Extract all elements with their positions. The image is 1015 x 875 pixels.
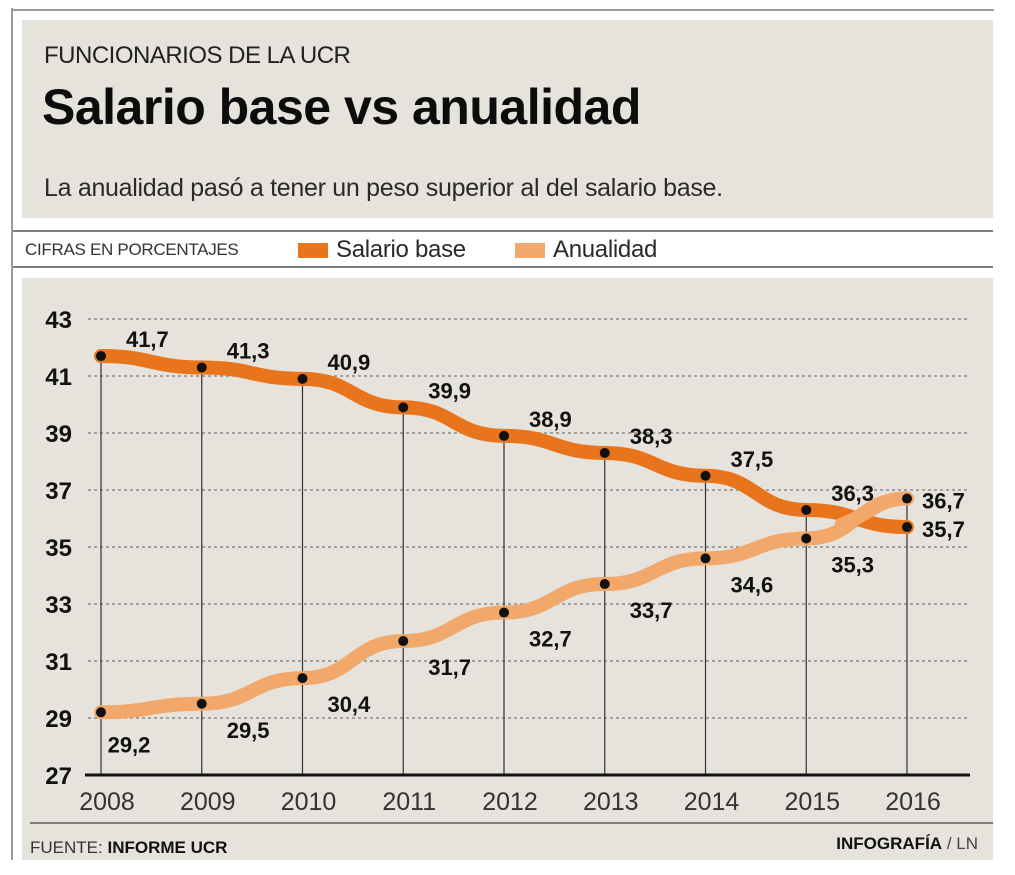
data-label-anualidad: 31,7 — [428, 655, 471, 680]
x-tick-label: 2016 — [885, 788, 941, 816]
data-label-anualidad: 29,2 — [108, 732, 151, 757]
data-label-salario-base: 39,9 — [428, 378, 471, 403]
credit-name: INFOGRAFÍA — [836, 834, 943, 853]
x-tick-label: 2015 — [784, 788, 840, 816]
data-point-anualidad — [196, 698, 207, 709]
y-tick-label: 43 — [45, 307, 72, 334]
data-label-anualidad: 36,7 — [922, 489, 965, 514]
y-tick-label: 41 — [45, 364, 72, 391]
source-name: INFORME UCR — [107, 838, 228, 857]
x-tick-label: 2012 — [482, 788, 538, 816]
data-point-anualidad — [499, 607, 509, 618]
legend-swatch-salario-base — [298, 242, 328, 258]
data-label-anualidad: 32,7 — [529, 627, 572, 652]
legend-bottom-rule — [13, 266, 993, 268]
legend-item-salario-base: Salario base — [298, 236, 466, 264]
data-point-salario-base — [196, 362, 207, 373]
kicker: FUNCIONARIOS DE LA UCR — [44, 42, 351, 69]
frame-left-border — [11, 8, 13, 860]
data-label-anualidad: 35,3 — [831, 552, 874, 577]
data-point-salario-base — [902, 522, 912, 533]
data-labels: 41,7 41,3 40,9 39,9 38,9 38,3 37,5 36,3 35,7 29,2… — [108, 327, 965, 757]
y-tick-label: 29 — [45, 706, 72, 733]
data-label-anualidad: 33,7 — [630, 598, 673, 623]
data-label-salario-base: 41,3 — [227, 338, 270, 363]
y-tick-label: 31 — [45, 649, 72, 676]
y-axis-labels: 43 41 39 37 35 33 31 29 27 — [45, 307, 72, 790]
data-label-salario-base: 41,7 — [126, 327, 169, 352]
chart-panel — [22, 278, 993, 860]
data-label-anualidad: 34,6 — [730, 572, 773, 597]
data-label-anualidad: 29,5 — [227, 718, 270, 743]
legend-swatch-anualidad — [515, 242, 545, 258]
data-point-salario-base — [297, 373, 308, 384]
y-tick-label: 27 — [45, 763, 72, 790]
y-tick-label: 35 — [45, 535, 72, 562]
data-points — [96, 351, 912, 718]
y-tick-label: 39 — [45, 421, 72, 448]
data-label-salario-base: 37,5 — [730, 447, 773, 472]
x-axis-labels: 2008 2009 2010 2011 2012 2013 2014 2015 2016 — [79, 788, 941, 816]
data-label-salario-base: 38,3 — [630, 424, 673, 449]
data-point-salario-base — [599, 447, 610, 458]
legend-item-anualidad: Anualidad — [515, 236, 657, 264]
frame-top-border — [11, 9, 994, 11]
data-point-salario-base — [96, 351, 106, 362]
x-tick-label: 2014 — [684, 788, 740, 816]
credit-note: INFOGRAFÍA / LN — [836, 834, 978, 854]
data-point-anualidad — [700, 553, 711, 564]
source-prefix: FUENTE: — [30, 838, 103, 857]
data-point-anualidad — [297, 673, 308, 684]
data-point-anualidad — [398, 636, 409, 647]
source-note: FUENTE: INFORME UCR — [30, 838, 227, 858]
data-point-anualidad — [801, 533, 812, 544]
data-point-salario-base — [801, 504, 812, 515]
chart-title: Salario base vs anualidad — [42, 79, 641, 135]
legend-label-anualidad: Anualidad — [553, 236, 658, 263]
chart-subtitle: La anualidad pasó a tener un peso superi… — [44, 174, 723, 202]
y-tick-label: 37 — [45, 478, 72, 505]
data-label-salario-base: 38,9 — [529, 407, 572, 432]
data-point-anualidad — [599, 579, 610, 590]
x-tick-label: 2009 — [180, 788, 236, 816]
data-point-salario-base — [700, 470, 711, 481]
y-tick-label: 33 — [45, 592, 72, 619]
data-label-salario-base: 35,7 — [922, 517, 965, 542]
data-label-salario-base: 40,9 — [327, 350, 370, 375]
x-tick-label: 2008 — [79, 788, 135, 816]
legend-top-rule — [13, 230, 993, 232]
series-line-anualidad-overlap — [834, 491, 914, 532]
credit-suffix: / LN — [946, 834, 978, 853]
data-label-anualidad: 30,4 — [327, 692, 371, 717]
data-point-salario-base — [499, 430, 509, 441]
drop-lines — [100, 356, 908, 775]
data-point-salario-base — [398, 402, 409, 413]
legend: CIFRAS EN PORCENTAJES Salario base Anual… — [13, 233, 993, 267]
legend-label-salario-base: Salario base — [336, 236, 466, 263]
x-tick-label: 2010 — [281, 788, 337, 816]
data-point-anualidad — [96, 707, 106, 718]
x-tick-label: 2013 — [583, 788, 639, 816]
units-label: CIFRAS EN PORCENTAJES — [25, 240, 239, 259]
header-panel: FUNCIONARIOS DE LA UCR Salario base vs a… — [22, 20, 993, 218]
x-tick-label: 2011 — [382, 788, 436, 816]
data-label-salario-base: 36,3 — [831, 481, 874, 506]
data-point-anualidad — [902, 493, 912, 504]
